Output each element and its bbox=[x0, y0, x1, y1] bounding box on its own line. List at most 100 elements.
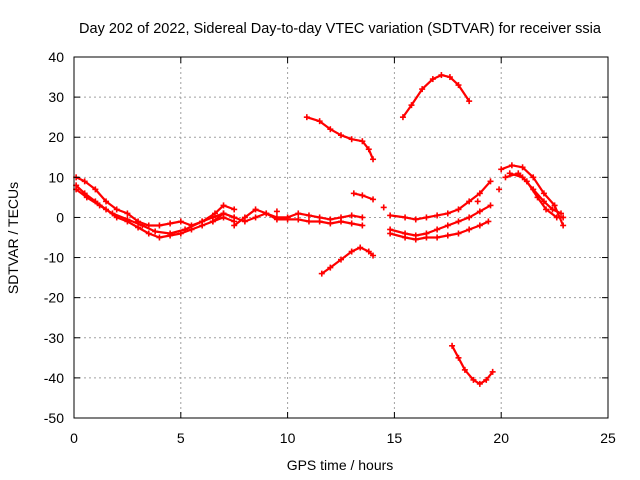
series-trace bbox=[352, 192, 375, 201]
data-point bbox=[327, 220, 334, 227]
data-point bbox=[156, 234, 163, 241]
data-point bbox=[305, 212, 312, 219]
series-trace bbox=[389, 180, 492, 221]
data-point bbox=[489, 368, 496, 375]
data-point bbox=[444, 222, 451, 229]
data-point bbox=[113, 206, 120, 213]
data-point bbox=[408, 102, 415, 109]
scattered-points bbox=[273, 186, 503, 215]
data-point bbox=[348, 248, 355, 255]
data-point bbox=[423, 234, 430, 241]
data-point bbox=[252, 214, 259, 221]
y-tick-label: -40 bbox=[44, 370, 64, 386]
data-point bbox=[530, 174, 537, 181]
data-point bbox=[455, 82, 462, 89]
data-point bbox=[124, 216, 131, 223]
data-point bbox=[476, 208, 483, 215]
y-tick-label: 30 bbox=[48, 89, 64, 105]
data-point bbox=[303, 114, 310, 121]
x-tick-label: 0 bbox=[70, 430, 78, 446]
data-point bbox=[444, 210, 451, 217]
data-point bbox=[549, 206, 556, 213]
data-point bbox=[502, 174, 509, 181]
y-tick-label: -50 bbox=[44, 410, 64, 426]
data-point bbox=[359, 138, 366, 145]
series-trace bbox=[389, 204, 492, 237]
data-point bbox=[455, 206, 462, 213]
data-point bbox=[327, 264, 334, 271]
data-point bbox=[263, 210, 270, 217]
data-point bbox=[487, 178, 494, 185]
x-axis-label: GPS time / hours bbox=[287, 457, 394, 473]
data-point bbox=[540, 198, 547, 205]
data-point bbox=[83, 194, 90, 201]
series-arc-10 bbox=[387, 178, 494, 223]
data-point bbox=[295, 216, 302, 223]
data-point bbox=[487, 202, 494, 209]
data-point bbox=[434, 212, 441, 219]
y-tick-labels: 40 30 20 10 0 -10 -20 -30 -40 -50 bbox=[44, 49, 64, 426]
data-point bbox=[92, 186, 99, 193]
data-point bbox=[273, 216, 280, 223]
y-tick-label: 10 bbox=[48, 169, 64, 185]
data-point bbox=[350, 190, 357, 197]
data-point bbox=[423, 214, 430, 221]
data-point bbox=[434, 226, 441, 233]
y-tick-label: 20 bbox=[48, 129, 64, 145]
data-point bbox=[327, 126, 334, 133]
data-point bbox=[252, 206, 259, 213]
data-point bbox=[109, 210, 116, 217]
data-point bbox=[370, 252, 377, 259]
data-point bbox=[470, 376, 477, 383]
data-point bbox=[338, 132, 344, 139]
data-point bbox=[370, 156, 377, 163]
data-point bbox=[498, 166, 505, 173]
data-point bbox=[449, 342, 456, 349]
data-point bbox=[152, 228, 159, 235]
data-point bbox=[466, 214, 473, 221]
data-point bbox=[519, 164, 526, 171]
series-arc-8 bbox=[350, 190, 377, 203]
data-point bbox=[348, 220, 355, 227]
data-point bbox=[508, 162, 515, 169]
ticks bbox=[73, 56, 609, 419]
data-point bbox=[338, 218, 344, 225]
x-tick-label: 10 bbox=[280, 430, 296, 446]
series-trace bbox=[401, 73, 471, 119]
data-point bbox=[357, 244, 364, 251]
series-trace bbox=[305, 116, 375, 161]
data-point bbox=[365, 248, 372, 255]
series-trace bbox=[320, 246, 375, 275]
data-point bbox=[167, 230, 174, 237]
x-tick-label: 25 bbox=[600, 430, 616, 446]
data-point bbox=[211, 210, 218, 217]
x-tick-label: 5 bbox=[177, 430, 185, 446]
data-point bbox=[560, 214, 567, 221]
data-point bbox=[231, 222, 238, 229]
data-point bbox=[483, 376, 490, 383]
data-point bbox=[402, 214, 409, 221]
y-tick-label: -20 bbox=[44, 290, 64, 306]
data-point bbox=[444, 232, 451, 239]
data-point bbox=[455, 230, 462, 237]
series-arc-9 bbox=[399, 72, 473, 121]
data-point bbox=[284, 216, 291, 223]
data-point bbox=[348, 136, 355, 143]
data-point bbox=[338, 256, 344, 263]
data-point bbox=[220, 202, 227, 209]
data-point bbox=[466, 226, 473, 233]
data-point bbox=[209, 218, 216, 225]
y-tick-label: -30 bbox=[44, 330, 64, 346]
series-arc-13 bbox=[449, 342, 496, 387]
series-trace bbox=[389, 220, 490, 241]
data-point bbox=[476, 380, 483, 387]
data-point bbox=[485, 218, 492, 225]
series-arc-12 bbox=[387, 218, 492, 243]
data-point bbox=[466, 98, 473, 105]
y-axis-label: SDTVAR / TECUs bbox=[5, 182, 21, 294]
x-tick-label: 20 bbox=[493, 430, 509, 446]
data-point bbox=[135, 224, 142, 231]
data-point bbox=[365, 146, 372, 153]
data-point bbox=[273, 208, 280, 215]
data-point bbox=[295, 210, 302, 217]
